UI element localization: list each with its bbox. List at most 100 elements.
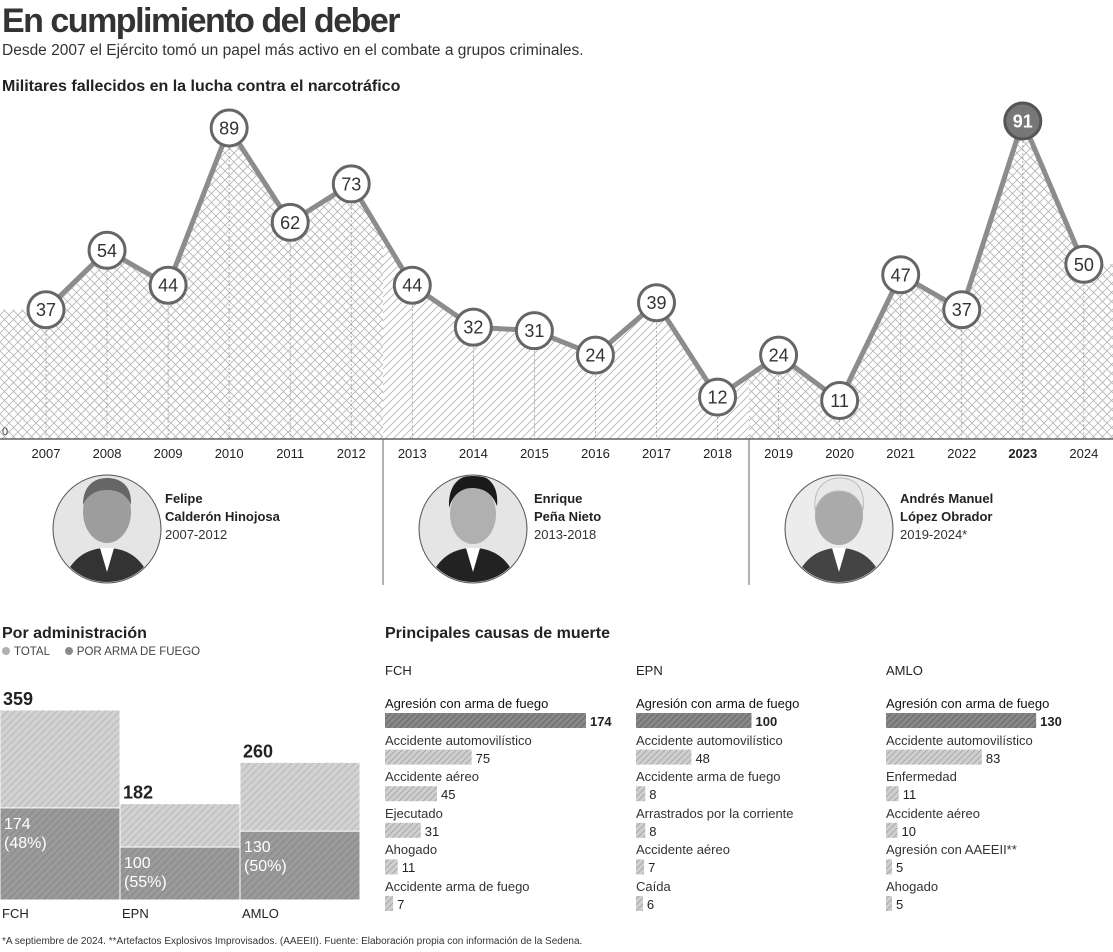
point-layer: 37 54 44 89 62 73 44 32 31 24 39 12 24 11 47 37 91 50 [26,101,1104,421]
president-pena-nieto: Enrique Peña Nieto 2013-2018 [534,490,601,544]
page-subtitle: Desde 2007 el Ejército tomó un papel más… [2,42,584,59]
data-point-2009: 44 [148,265,188,305]
cause-value: 8 [649,787,657,803]
cause-label: Accidente arma de fuego [636,769,781,785]
cause-label: Agresión con arma de fuego [385,696,549,711]
data-label: 24 [585,346,605,366]
cause-bar [385,822,421,838]
causes-bars-EPN [636,713,752,911]
cause-bar [385,713,586,728]
cause-bar [886,822,898,838]
data-point-2019: 24 [759,335,799,375]
portrait-calderon [52,474,162,584]
x-tick-2013: 2013 [398,446,427,461]
data-point-2014: 32 [453,307,493,347]
panel-title: FCH [385,663,412,678]
data-point-2021: 47 [881,255,921,295]
cause-bar [886,859,892,875]
data-point-2018: 12 [698,377,738,417]
admin-bars: 359 174 (48%) FCH 182 100 (55%) EPN 260 130 (50%) A… [0,689,361,921]
cause-value: 75 [475,750,491,766]
gun-value-FCH: 174 [4,816,31,833]
data-point-2024: 50 [1064,244,1104,284]
line-chart-title: Militares fallecidos en la lucha contra … [2,78,401,95]
x-tick-2020: 2020 [825,446,854,461]
cause-bar [886,749,982,765]
cause-label: Accidente arma de fuego [385,879,530,894]
x-tick-2010: 2010 [215,446,244,461]
data-point-2013: 44 [392,265,432,305]
data-point-marker [1064,244,1104,284]
cause-label: Caída [636,879,671,894]
cause-bar [385,749,472,765]
legend-total: TOTAL [2,646,50,658]
cause-bar [636,713,752,728]
bar-gun-EPN [119,846,241,901]
data-label: 50 [1074,255,1094,275]
cause-value: 5 [896,860,904,876]
cause-label: Accidente aéreo [636,842,730,858]
data-label: 24 [769,346,789,366]
x-tick-2017: 2017 [642,446,671,461]
legend-total-label: TOTAL [14,646,50,658]
data-point-marker [87,230,127,270]
x-tick-2009: 2009 [154,446,183,461]
cause-bar [636,896,643,911]
cause-label: Accidente automovilístico [886,732,1033,748]
x-tick-2007: 2007 [32,446,61,461]
gun-pct-EPN: (55%) [124,874,167,891]
footnote: *A septiembre de 2024. **Artefactos Expl… [2,936,583,947]
page-title: En cumplimiento del deber [2,2,401,40]
category-label-EPN: EPN [122,906,149,921]
data-point-marker [453,307,493,347]
cause-label: Ejecutado [385,805,443,821]
admin-group-AMLO: 260 130 (50%) AMLO [239,741,361,921]
president-portraits [52,474,894,584]
cause-value: 5 [896,897,904,912]
president-name-line1: Felipe [165,491,203,506]
x-tick-2018: 2018 [703,446,732,461]
cause-value: 10 [901,823,917,839]
gun-pct-AMLO: (50%) [244,858,287,875]
data-point-marker [392,265,432,305]
cause-value: 83 [985,750,1001,766]
cause-label: Accidente automovilístico [385,732,532,748]
cause-bar [636,786,646,802]
total-label-FCH: 359 [3,689,33,709]
total-label-EPN: 182 [123,783,153,803]
data-point-marker [759,335,799,375]
data-point-marker [331,164,371,204]
data-point-marker [881,255,921,295]
x-tick-2012: 2012 [337,446,366,461]
cause-bar [636,859,645,875]
data-point-marker [1003,101,1043,141]
president-name-line1: Enrique [534,491,583,506]
data-label: 12 [708,388,728,408]
admin-group-FCH: 359 174 (48%) FCH [0,689,121,921]
cause-value: 7 [397,897,405,912]
area-fch [0,127,383,439]
x-tick-2019: 2019 [764,446,793,461]
data-label: 54 [97,241,117,261]
panel-title: EPN [636,663,663,678]
data-label: 11 [830,391,849,411]
data-point-marker [698,377,738,417]
cause-label: Agresión con arma de fuego [636,696,800,711]
area-fills [0,121,1113,439]
data-point-2008: 54 [87,230,127,270]
legend-total-swatch [2,647,10,655]
data-point-2011: 62 [270,202,310,242]
causes-bars-FCH [385,713,586,911]
cause-value: 8 [649,823,657,839]
cause-label: Agresión con arma de fuego [886,696,1050,711]
legend-gun-label: POR ARMA DE FUEGO [76,646,201,658]
cause-value: 7 [648,860,656,876]
cause-label: Arrastrados por la corriente [636,805,794,821]
causes-chart-title: Principales causas de muerte [385,625,610,642]
line-chart: 0 37 54 44 89 62 73 44 32 31 24 39 12 24 11 47 37 91 50 2… [0,101,1113,585]
cause-bar [886,713,1037,728]
cause-value: 100 [755,714,778,729]
data-point-2020: 11 [820,381,860,421]
cause-bar [385,859,398,875]
data-label: 32 [463,318,483,338]
